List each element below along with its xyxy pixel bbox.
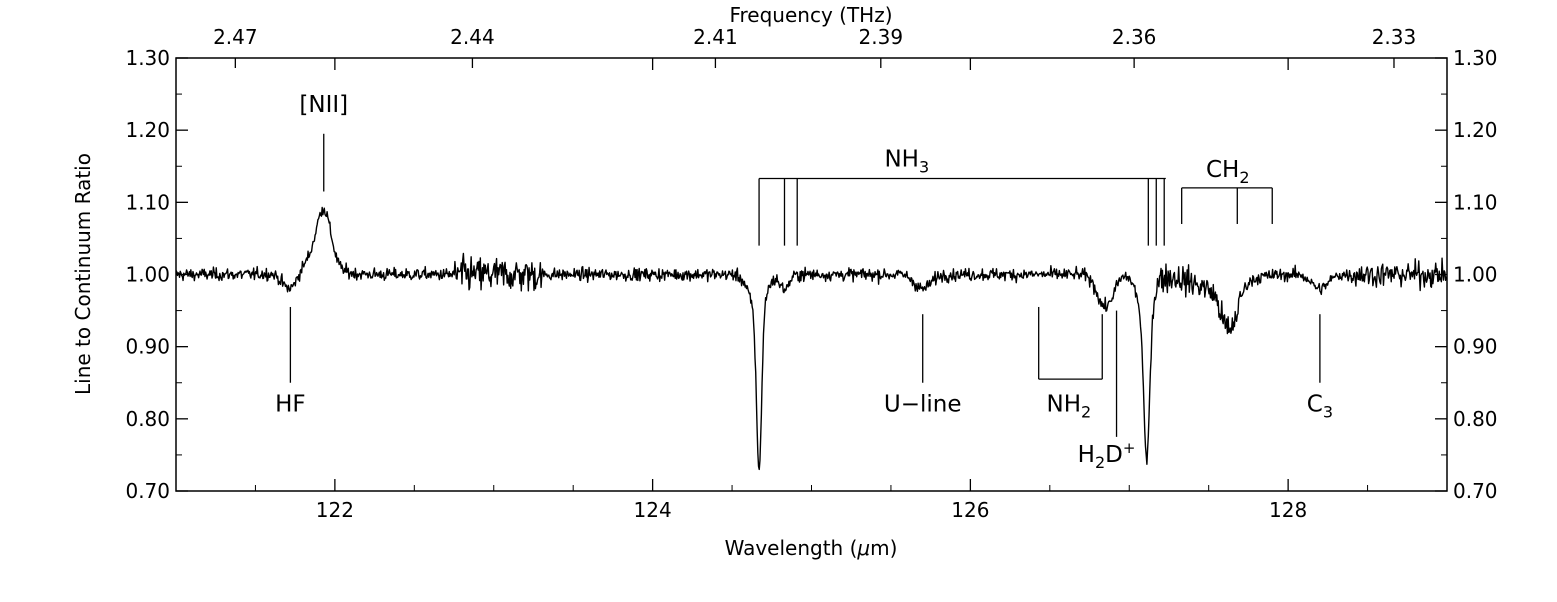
- top-tick-label: 2.33: [1372, 25, 1417, 49]
- annotation-label: C3: [1307, 392, 1333, 422]
- top-axis-title: Frequency (THz): [729, 3, 892, 27]
- y-tick-label-right: 0.90: [1453, 335, 1498, 359]
- top-tick-label: 2.36: [1112, 25, 1157, 49]
- y-tick-label-right: 0.70: [1453, 479, 1498, 503]
- top-tick-label: 2.44: [450, 25, 495, 49]
- y-tick-label-right: 1.20: [1453, 118, 1498, 142]
- annotation-label: HF: [275, 392, 306, 418]
- x-tick-label: 124: [634, 498, 672, 522]
- y-tick-label: 1.10: [125, 190, 170, 214]
- spectrum-series: [175, 206, 1448, 471]
- annotation-label: [NII]: [299, 92, 348, 118]
- spectrum-line: [175, 206, 1448, 471]
- y-tick-label-right: 1.00: [1453, 263, 1498, 287]
- x-axis-title: Wavelength (μm): [725, 536, 898, 560]
- y-tick-label: 1.00: [125, 263, 170, 287]
- line-annotations: [NII] HF U−line C3 NH3 CH2 NH2 H2D+: [275, 92, 1333, 472]
- y-tick-label: 1.30: [125, 46, 170, 70]
- y-tick-label: 0.80: [125, 407, 170, 431]
- y-tick-label: 1.20: [125, 118, 170, 142]
- top-tick-label: 2.47: [213, 25, 258, 49]
- x-tick-label: 126: [951, 498, 989, 522]
- y-tick-label-right: 1.30: [1453, 46, 1498, 70]
- x-tick-label: 128: [1269, 498, 1307, 522]
- ch2-group-label: CH2: [1206, 157, 1250, 187]
- top-tick-label: 2.39: [859, 25, 904, 49]
- top-tick-label: 2.41: [693, 25, 738, 49]
- y-tick-label: 0.70: [125, 479, 170, 503]
- y-tick-label-right: 1.10: [1453, 190, 1498, 214]
- x-tick-label: 122: [316, 498, 354, 522]
- y-axis-title: Line to Continuum Ratio: [71, 153, 95, 395]
- y-tick-label: 0.90: [125, 335, 170, 359]
- nh2-group-label: NH2: [1047, 392, 1092, 422]
- h2d-label: H2D+: [1078, 439, 1136, 472]
- y-tick-label-right: 0.80: [1453, 407, 1498, 431]
- annotation-label: U−line: [884, 392, 962, 418]
- axis-ticks: 122 124 126 128 2.47 2.44 2.41 2.39 2.36 2.33 0.70…: [125, 25, 1497, 522]
- nh3-group-label: NH3: [884, 146, 929, 176]
